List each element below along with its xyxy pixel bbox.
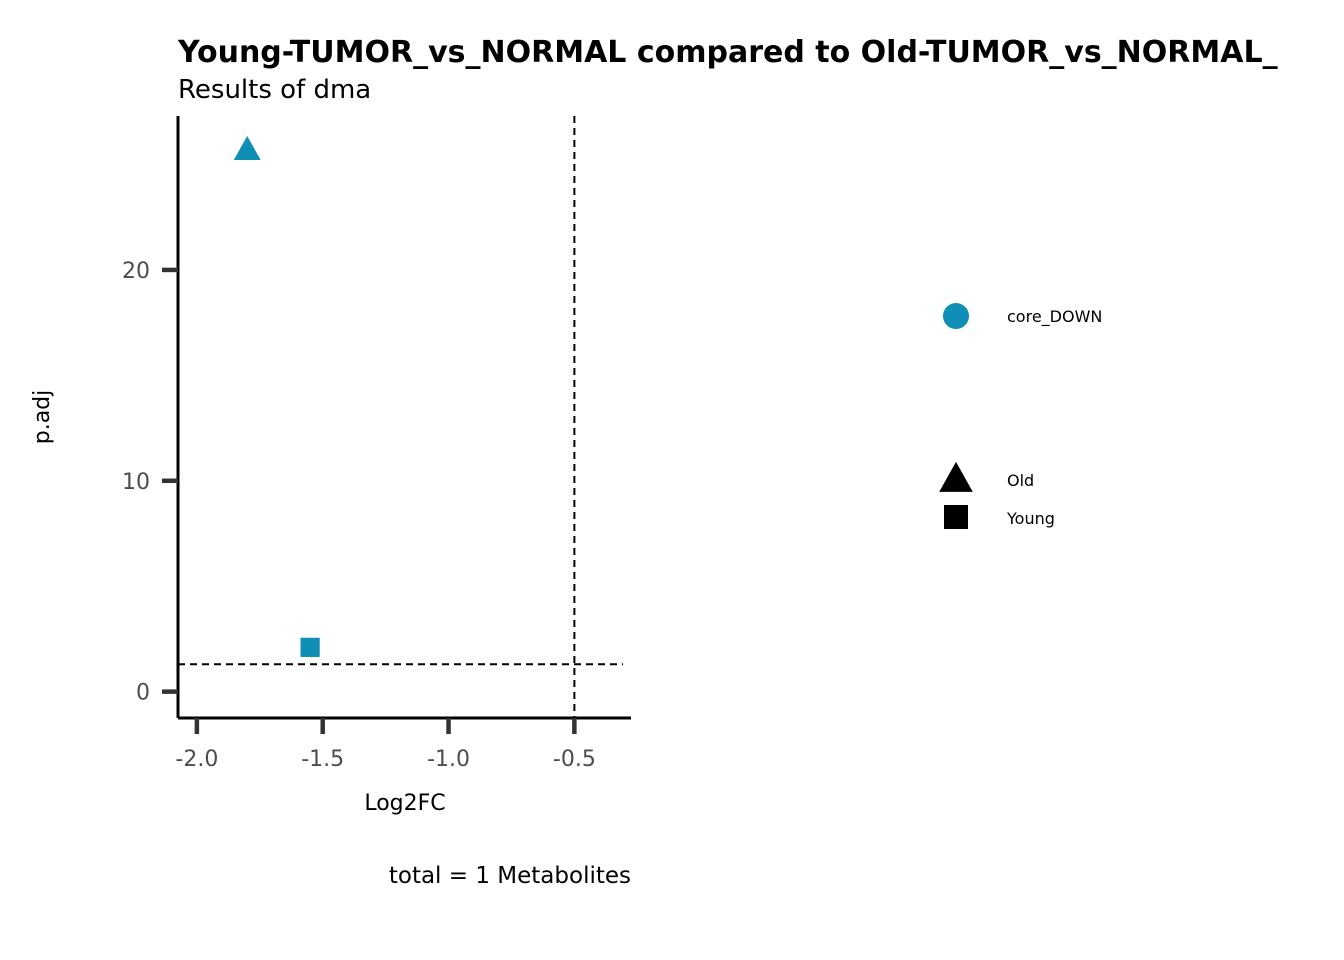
y-tick-label: 10 [122, 470, 150, 495]
data-point [300, 637, 320, 657]
legend-key-core_DOWN [943, 303, 969, 329]
legend: core_DOWN Old Young [939, 303, 1102, 529]
chart-caption: total = 1 Metabolites [389, 863, 631, 889]
x-tick-label: -1.5 [301, 747, 344, 772]
chart-title: Young-TUMOR_vs_NORMAL compared to Old-TU… [177, 35, 1278, 70]
legend-key-Young [944, 505, 968, 529]
x-tick-label: -1.0 [427, 747, 470, 772]
plot-area: -2.0 -1.5 -1.0 -0.5 0 10 20 [122, 116, 631, 772]
legend-label: Young [1006, 509, 1055, 528]
legend-label: Old [1007, 471, 1034, 490]
y-tick-label: 0 [136, 681, 150, 706]
y-tick-label: 20 [122, 259, 150, 284]
data-point [233, 136, 261, 160]
legend-key-Old [939, 461, 973, 492]
x-tick-label: -0.5 [553, 747, 596, 772]
x-axis-title: Log2FC [364, 791, 445, 816]
x-tick-label: -2.0 [175, 747, 218, 772]
chart-subtitle: Results of dma [178, 75, 371, 105]
y-axis-title: p.adj [30, 390, 55, 445]
legend-label: core_DOWN [1007, 307, 1102, 327]
